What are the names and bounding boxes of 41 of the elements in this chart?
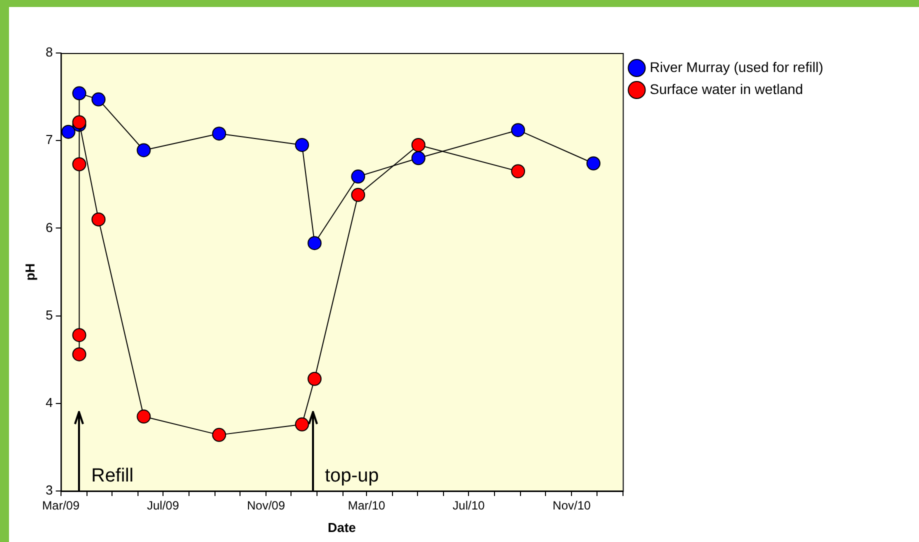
- y-tick-label: 6: [46, 220, 53, 235]
- ref-line-label: top-up: [324, 466, 379, 487]
- y-tick-label: 5: [46, 307, 53, 322]
- point: [136, 143, 151, 158]
- point: [511, 123, 526, 138]
- y-tick-label: 3: [46, 482, 53, 498]
- point: [72, 157, 86, 172]
- point: [308, 236, 322, 250]
- point: [295, 417, 310, 432]
- point: [411, 151, 426, 166]
- x-tick-label: Jul/10: [452, 498, 485, 513]
- point: [72, 347, 86, 362]
- point: [212, 428, 226, 442]
- x-axis-title: Date: [328, 520, 356, 535]
- x-tick-label: Nov/10: [552, 498, 591, 513]
- point: [72, 115, 86, 130]
- point: [308, 372, 322, 386]
- point: [61, 124, 76, 139]
- point: [351, 188, 366, 202]
- point: [72, 328, 86, 342]
- legend-label: Surface water in wetland: [650, 80, 804, 97]
- point: [212, 126, 226, 141]
- y-tick-label: 7: [46, 132, 53, 148]
- point: [295, 138, 310, 152]
- point: [136, 410, 151, 424]
- legend-label: River Murray (used for refill): [650, 58, 824, 75]
- point: [92, 212, 106, 226]
- ref-line-label: Refill: [91, 466, 134, 487]
- y-axis-title: pH: [22, 263, 38, 281]
- point: [411, 138, 426, 152]
- point: [72, 86, 86, 100]
- point: [586, 156, 600, 170]
- point: [92, 92, 106, 106]
- point: [511, 164, 526, 178]
- y-tick-label: 8: [46, 44, 53, 60]
- x-tick-label: Nov/09: [246, 498, 286, 513]
- y-tick-label: 4: [46, 394, 53, 410]
- x-tick-label: Mar/10: [348, 498, 386, 513]
- point: [351, 170, 366, 184]
- x-tick-label: Jul/09: [146, 498, 180, 513]
- x-tick-label: Mar/09: [42, 498, 80, 513]
